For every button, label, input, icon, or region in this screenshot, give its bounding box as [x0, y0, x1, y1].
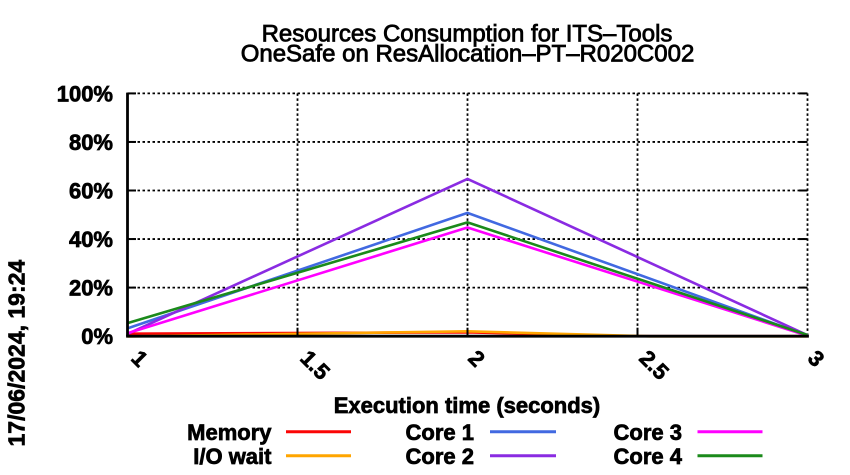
- svg-text:60%: 60%: [69, 179, 113, 204]
- svg-text:Memory: Memory: [187, 420, 272, 445]
- svg-text:40%: 40%: [69, 227, 113, 252]
- svg-text:17/06/2024, 19:24: 17/06/2024, 19:24: [4, 260, 30, 447]
- svg-text:Core 2: Core 2: [406, 444, 474, 469]
- svg-text:Core 3: Core 3: [614, 420, 682, 445]
- svg-text:100%: 100%: [57, 81, 113, 106]
- svg-text:Core 1: Core 1: [406, 420, 474, 445]
- svg-text:20%: 20%: [69, 276, 113, 301]
- svg-text:80%: 80%: [69, 130, 113, 155]
- svg-text:0%: 0%: [81, 324, 113, 349]
- svg-text:Resources Consumption for ITS–: Resources Consumption for ITS–Tools: [262, 21, 673, 48]
- svg-text:OneSafe on ResAllocation–PT–R0: OneSafe on ResAllocation–PT–R020C002: [241, 41, 695, 68]
- svg-text:I/O wait: I/O wait: [193, 444, 272, 469]
- svg-text:Core 4: Core 4: [614, 444, 683, 469]
- svg-text:Execution time (seconds): Execution time (seconds): [334, 393, 601, 418]
